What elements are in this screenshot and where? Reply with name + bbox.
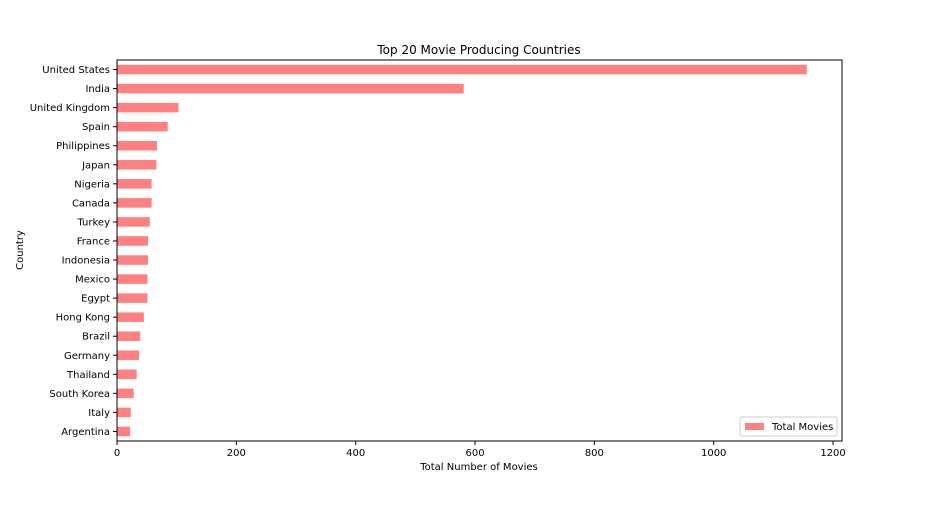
x-tick-label: 400 [346, 448, 365, 459]
x-tick-label: 800 [585, 448, 604, 459]
bar [117, 293, 148, 303]
bar [117, 426, 131, 437]
x-tick-label: 0 [114, 448, 120, 459]
y-tick-label: Canada [72, 198, 110, 209]
bar [117, 388, 134, 399]
y-tick-label: United States [42, 65, 110, 76]
x-tick-label: 200 [227, 448, 246, 459]
x-tick-layer: 0 200 400 600 800 1000 1200 [114, 441, 846, 459]
y-tick-label: Nigeria [74, 179, 110, 190]
bar [117, 198, 152, 208]
bar [117, 217, 150, 227]
y-tick-label: India [85, 84, 110, 95]
bar [117, 160, 157, 170]
y-tick-label: Indonesia [62, 256, 110, 267]
x-tick-label: 1200 [820, 448, 845, 459]
bar [117, 312, 144, 322]
legend-label: Total Movies [771, 422, 833, 433]
bar [117, 236, 149, 246]
y-tick-label: Italy [88, 408, 110, 419]
y-tick-label: United Kingdom [30, 103, 110, 114]
bar [117, 407, 131, 418]
y-tick-label: Mexico [75, 275, 110, 286]
bar [117, 140, 157, 151]
y-tick-label: Thailand [66, 370, 110, 381]
chart-title: Top 20 Movie Producing Countries [376, 43, 580, 57]
y-tick-label: Germany [64, 351, 110, 362]
x-tick-label: 600 [465, 448, 484, 459]
bar [117, 102, 179, 113]
bar [117, 64, 807, 75]
bar [117, 369, 137, 380]
bar [117, 331, 141, 341]
plot-frame [116, 59, 843, 442]
bar [117, 350, 140, 361]
x-tick-label: 1000 [701, 448, 726, 459]
y-tick-label: Japan [81, 160, 110, 171]
x-axis-label: Total Number of Movies [419, 462, 538, 473]
legend-frame [739, 416, 838, 437]
y-tick-label: Spain [82, 122, 110, 133]
bar [117, 83, 464, 94]
y-tick-label: Turkey [76, 217, 110, 228]
y-tick-layer: United States India United Kingdom Spain Phi… [30, 65, 117, 438]
y-tick-label: Hong Kong [56, 313, 110, 324]
bar [117, 255, 149, 265]
bar [117, 121, 168, 132]
bars-layer [117, 64, 807, 437]
y-tick-label: South Korea [49, 389, 110, 400]
y-tick-label: Egypt [81, 294, 110, 305]
y-tick-label: Argentina [61, 427, 110, 438]
y-tick-label: Brazil [82, 332, 110, 343]
y-tick-label: Philippines [56, 141, 110, 152]
bar [117, 179, 152, 189]
legend: Total Movies [739, 416, 838, 437]
y-tick-label: France [77, 236, 110, 247]
legend-swatch [745, 423, 764, 430]
bar [117, 274, 148, 284]
y-axis-label: Country [15, 230, 26, 270]
